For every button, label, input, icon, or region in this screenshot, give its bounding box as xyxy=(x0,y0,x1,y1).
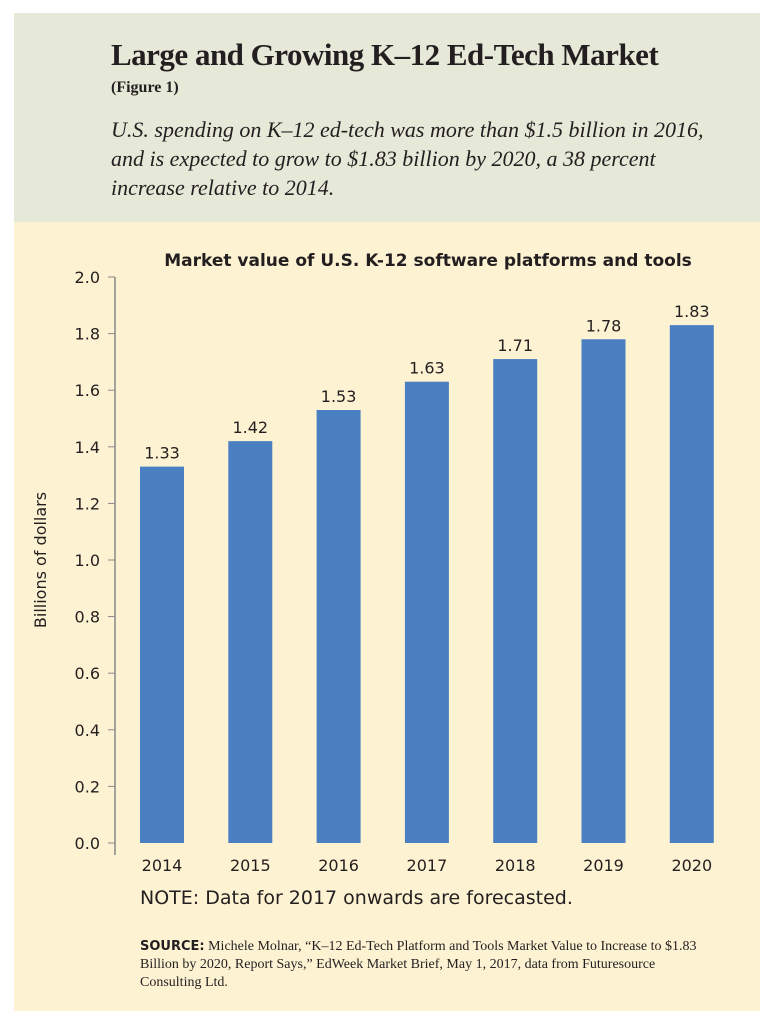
x-tick-label: 2017 xyxy=(407,856,448,875)
bar-2015 xyxy=(228,441,273,843)
y-tick-label: 1.2 xyxy=(75,494,100,513)
bar-2019 xyxy=(581,339,626,843)
y-tick-label: 0.2 xyxy=(75,777,100,796)
figure-panel: Large and Growing K–12 Ed-Tech Market (F… xyxy=(14,13,760,1011)
bar-2018 xyxy=(493,359,538,843)
y-tick-label: 0.0 xyxy=(75,834,100,853)
source-label: SOURCE: xyxy=(140,939,205,954)
bar-2014 xyxy=(140,466,184,843)
y-tick-label: 1.4 xyxy=(75,438,100,457)
x-tick-label: 2020 xyxy=(671,856,712,875)
data-label: 1.83 xyxy=(674,302,710,321)
y-tick-label: 1.0 xyxy=(75,551,100,570)
y-tick-label: 0.6 xyxy=(75,664,100,683)
y-tick-label: 0.4 xyxy=(75,721,100,740)
bar-2017 xyxy=(404,381,449,843)
figure-subtitle: U.S. spending on K–12 ed-tech was more t… xyxy=(111,117,704,200)
chart-note: NOTE: Data for 2017 onwards are forecast… xyxy=(140,887,573,909)
chart-title: Market value of U.S. K-12 software platf… xyxy=(164,251,692,271)
x-tick-label: 2018 xyxy=(495,856,536,875)
header-band: Large and Growing K–12 Ed-Tech Market (F… xyxy=(14,13,760,222)
x-tick-label: 2019 xyxy=(583,856,624,875)
x-tick-label: 2016 xyxy=(318,856,359,875)
y-axis-label: Billions of dollars xyxy=(31,492,50,628)
data-label: 1.33 xyxy=(144,444,180,463)
data-label: 1.42 xyxy=(232,418,268,437)
data-label: 1.53 xyxy=(321,387,357,406)
data-label: 1.78 xyxy=(586,316,622,335)
y-tick-label: 2.0 xyxy=(75,268,100,287)
figure-label: (Figure 1) xyxy=(111,79,179,96)
bar-chart: Market value of U.S. K-12 software platf… xyxy=(31,251,714,875)
bar-2016 xyxy=(316,410,361,843)
y-tick-label: 1.6 xyxy=(75,381,100,400)
y-tick-label: 1.8 xyxy=(75,325,100,344)
source-text: Michele Molnar, “K–12 Ed-Tech Platform a… xyxy=(140,939,697,990)
y-tick-label: 0.8 xyxy=(75,608,100,627)
bar-2020 xyxy=(669,325,714,843)
data-label: 1.63 xyxy=(409,359,445,378)
data-label: 1.71 xyxy=(497,336,533,355)
x-tick-label: 2014 xyxy=(142,856,183,875)
source-citation: SOURCE: Michele Molnar, “K–12 Ed-Tech Pl… xyxy=(140,938,700,992)
x-tick-label: 2015 xyxy=(230,856,271,875)
figure-title: Large and Growing K–12 Ed-Tech Market xyxy=(111,37,659,72)
